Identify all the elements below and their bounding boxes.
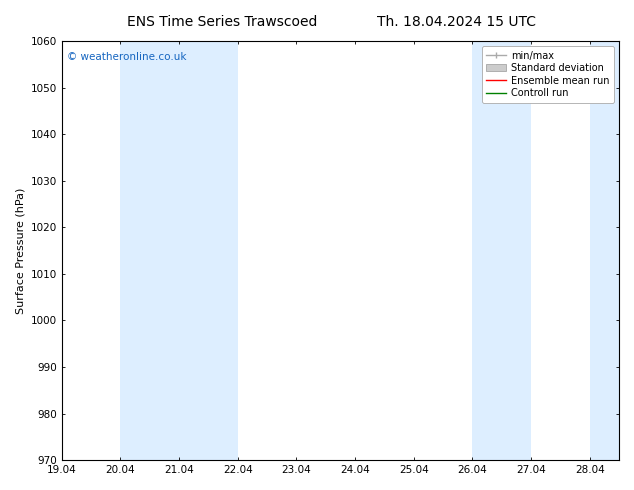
Bar xyxy=(590,41,619,460)
Bar xyxy=(472,41,531,460)
Text: ENS Time Series Trawscoed: ENS Time Series Trawscoed xyxy=(127,15,317,29)
Bar xyxy=(120,41,179,460)
Text: Th. 18.04.2024 15 UTC: Th. 18.04.2024 15 UTC xyxy=(377,15,536,29)
Text: © weatheronline.co.uk: © weatheronline.co.uk xyxy=(67,51,187,62)
Bar xyxy=(179,41,238,460)
Legend: min/max, Standard deviation, Ensemble mean run, Controll run: min/max, Standard deviation, Ensemble me… xyxy=(482,46,614,103)
Y-axis label: Surface Pressure (hPa): Surface Pressure (hPa) xyxy=(15,187,25,314)
